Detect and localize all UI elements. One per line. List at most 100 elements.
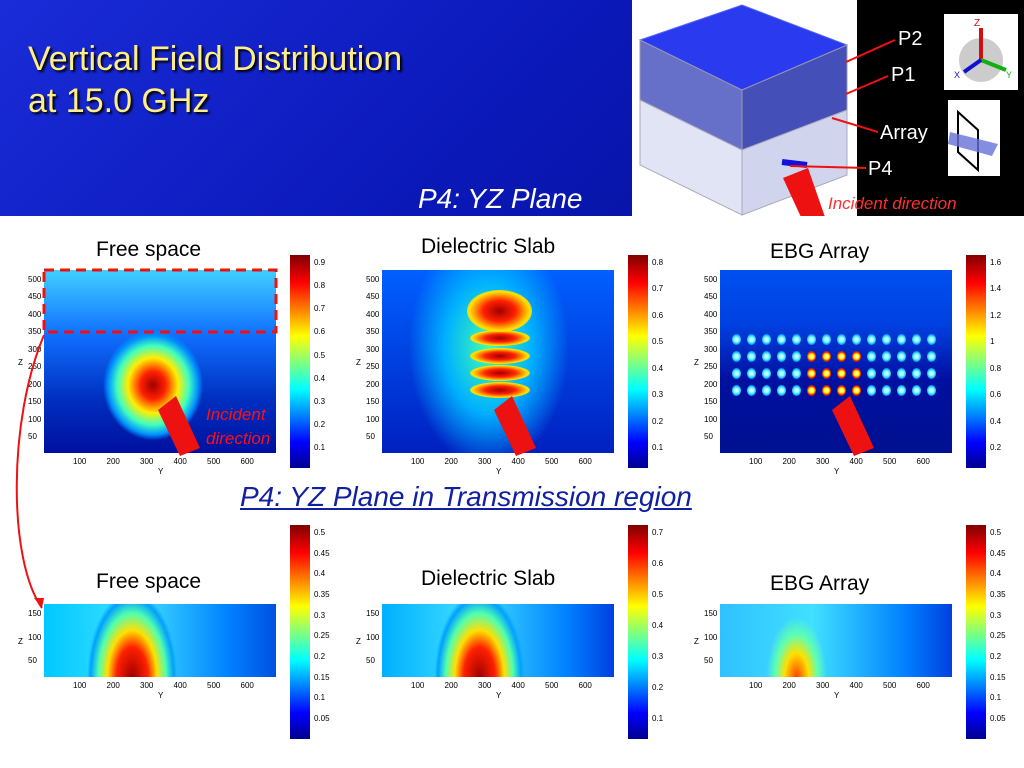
colorbar-tick: 1 [990,337,995,347]
field-maximum [762,351,771,362]
colorbar-tick: 0.1 [314,693,326,703]
x-tick-label: 200 [444,681,458,690]
field-maximum [822,368,831,379]
x-tick-label: 300 [478,457,492,466]
field-maximum [747,351,756,362]
y-tick-label: 350 [704,327,718,337]
colorbar-tick: 0.6 [314,327,326,337]
y-tick-label: 350 [28,327,42,337]
colorbar-tick: 0.5 [652,590,664,599]
x-tick-label: 400 [849,681,863,690]
plot-title: Free space [96,570,202,593]
field-maximum [912,368,921,379]
field-maximum [777,368,786,379]
x-tick-label: 100 [749,457,763,466]
plot-title: Dielectric Slab [421,567,556,590]
incident-arrow-top [783,168,825,216]
x-tick-label: 500 [883,681,897,690]
field-maximum [822,385,831,396]
colorbar-tick: 0.25 [314,631,330,641]
y-tick-label: 500 [366,275,380,284]
x-tick-label: 600 [578,681,592,690]
field-maximum [792,334,801,345]
field-maximum [927,334,936,345]
colorbar-tick: 0.4 [990,416,1002,426]
colorbar-tick: 0.5 [314,528,326,537]
field-maximum [852,385,861,396]
x-tick-label: 100 [73,457,87,466]
x-tick-label: 200 [444,457,458,466]
x-tick-label: 500 [545,681,559,690]
y-tick-label: 350 [366,327,380,337]
y-tick-label: 250 [28,362,42,372]
colorbar-tick: 0.8 [990,363,1002,373]
field-maximum [470,365,530,381]
field-maximum [867,385,876,396]
field-maximum [837,368,846,379]
colorbar-tick: 0.2 [652,416,664,426]
pointer-arrows [783,39,896,216]
colorbar-tick: 0.5 [652,337,664,347]
colorbar-tick: 0.1 [314,443,326,452]
x-tick-label: 300 [816,457,830,466]
colorbar-tick: 0.6 [652,559,664,568]
field-maximum [747,334,756,345]
colorbar-tick: 0.5 [990,528,1002,537]
colorbar-tick: 0.4 [990,569,1002,579]
colorbar-tick: 0.15 [990,672,1006,682]
x-tick-label: 400 [173,681,187,690]
axis-orientation-icon: Z X Y [944,14,1018,90]
y-tick-label: 450 [704,292,718,302]
field-maximum [822,351,831,362]
x-tick-label: 400 [173,457,187,466]
y-tick-label: 450 [28,292,42,302]
y-tick-label: 100 [28,632,42,642]
title-line-2: at 15.0 GHz [28,82,210,120]
title-line-1: Vertical Field Distribution [28,40,403,78]
y-tick-label: 200 [366,379,380,389]
y-axis-label: Z [18,636,23,646]
y-tick-label: 400 [28,309,42,319]
field-maximum [897,385,906,396]
colorbar-tick: 0.6 [990,390,1002,400]
y-tick-label: 100 [704,414,718,424]
heatmap-plot [720,604,952,677]
y-tick-label: 150 [366,397,380,407]
y-tick-label: 500 [704,275,718,284]
colorbar-tick: 0.7 [652,284,664,294]
colorbar-tick: 1.4 [990,284,1002,294]
y-tick-label: 300 [28,344,42,354]
field-maximum [747,368,756,379]
y-axis-label: Z [356,636,361,646]
field-maximum [927,368,936,379]
field-maximum [927,385,936,396]
x-tick-label: 500 [545,457,559,466]
x-tick-label: 600 [240,681,254,690]
colorbar-tick: 0.8 [314,281,326,291]
colorbar-tick: 0.35 [990,590,1006,599]
field-maximum [852,368,861,379]
colorbar [966,255,986,468]
field-maximum [762,334,771,345]
colorbar-tick: 0.4 [652,363,664,373]
incident-direction-annotation: Incident direction [206,403,270,451]
colorbar-tick: 0.7 [314,304,326,314]
label-p2: P2 [898,28,923,50]
colorbar-tick: 0.1 [990,693,1002,703]
field-maximum [852,334,861,345]
colorbar [290,525,310,739]
field-maximum [792,385,801,396]
colorbar-tick: 0.4 [314,569,326,579]
colorbar-tick: 0.35 [314,590,330,599]
plot-title: EBG Array [770,572,870,595]
field-maximum [822,334,831,345]
field-maximum [777,351,786,362]
field-maximum [807,385,816,396]
heatmap-plot [44,604,276,677]
y-tick-label: 100 [28,414,42,424]
colorbar-tick: 0.05 [990,714,1006,723]
colorbar-tick: 0.6 [652,310,664,320]
field-maximum [852,351,861,362]
y-tick-label: 100 [366,414,380,424]
y-axis-label: Z [694,357,699,367]
